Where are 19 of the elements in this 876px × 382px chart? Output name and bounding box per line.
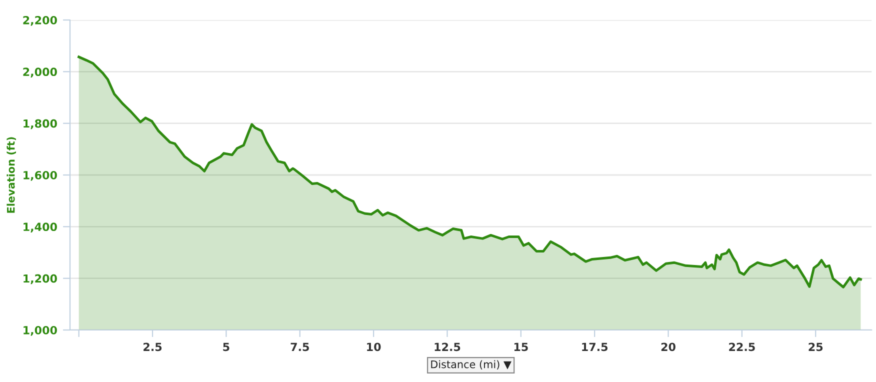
x-tick-label: 15: [514, 342, 528, 352]
x-tick-label: 12.5: [434, 342, 460, 352]
x-tick-label: 22.5: [729, 342, 755, 352]
y-tick-label: 2,200: [23, 16, 57, 26]
y-tick-label: 2,000: [23, 68, 57, 78]
y-tick-label: 1,400: [24, 222, 57, 232]
y-tick-label: 1,200: [24, 274, 57, 284]
x-tick-label: 10: [367, 342, 381, 352]
x-tick-label: 17.5: [582, 342, 608, 352]
y-tick-label: 1,800: [24, 119, 57, 130]
x-axis-title: Distance (mi) ▼: [431, 360, 512, 370]
x-tick-label: 5: [223, 342, 230, 352]
x-tick-label: 25: [808, 342, 823, 352]
y-tick-label: 1,000: [24, 326, 57, 336]
y-tick-label: 1,600: [24, 170, 57, 181]
x-tick-label: 20: [661, 342, 676, 352]
x-tick-label: 2.5: [144, 342, 162, 352]
y-axis-title: Elevation (ft): [6, 137, 16, 213]
x-tick-label: 7.5: [290, 342, 309, 352]
